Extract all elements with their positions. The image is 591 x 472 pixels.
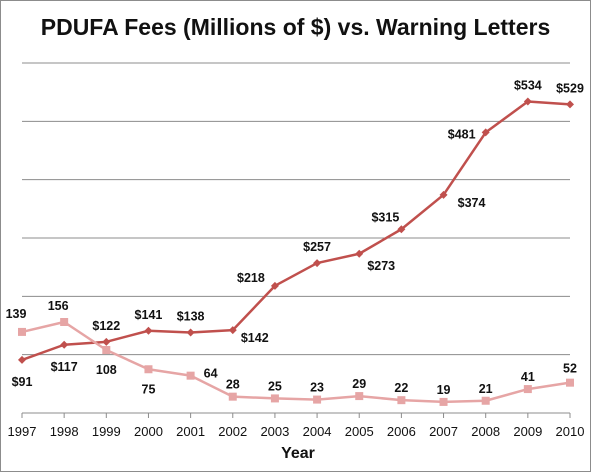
data-label: $374 <box>458 196 486 210</box>
data-label: 64 <box>204 367 218 381</box>
data-label: 29 <box>352 377 366 391</box>
data-point <box>102 346 111 354</box>
x-tick-label: 2003 <box>260 424 289 439</box>
data-point <box>60 340 69 349</box>
gridlines <box>22 62 570 356</box>
x-tick-label: 2010 <box>556 424 585 439</box>
data-label: $481 <box>448 127 476 141</box>
data-point <box>102 337 111 346</box>
data-label: 22 <box>394 381 408 395</box>
data-point <box>313 395 322 404</box>
data-point <box>355 392 364 401</box>
x-axis-title: Year <box>281 445 315 462</box>
data-label: 41 <box>521 370 535 384</box>
data-point <box>313 259 322 268</box>
data-label: $218 <box>237 271 265 285</box>
data-label: $315 <box>371 210 399 224</box>
data-point <box>270 281 279 290</box>
data-label: $257 <box>303 240 331 254</box>
data-point <box>439 190 448 199</box>
data-point <box>481 396 490 405</box>
data-label: 139 <box>6 307 27 321</box>
x-tick-label: 2006 <box>387 424 416 439</box>
x-tick-label: 2004 <box>303 424 332 439</box>
data-point <box>270 394 279 403</box>
data-label: $122 <box>92 319 120 333</box>
data-label: 28 <box>226 378 240 392</box>
data-point <box>228 392 237 401</box>
series-line-1 <box>21 100 571 362</box>
data-point <box>186 371 195 380</box>
data-label: 23 <box>310 381 324 395</box>
data-point <box>523 97 532 106</box>
data-point <box>397 225 406 234</box>
data-point <box>355 249 364 258</box>
x-tick-label: 2001 <box>176 424 205 439</box>
data-point <box>523 385 532 394</box>
data-label: 52 <box>563 362 577 376</box>
data-label: $91 <box>12 375 33 389</box>
data-label: $138 <box>177 310 205 324</box>
data-label: $534 <box>514 79 542 93</box>
data-point <box>60 318 69 326</box>
data-label: 19 <box>437 383 451 397</box>
data-point <box>18 327 26 336</box>
data-label: $142 <box>241 331 269 345</box>
data-point <box>481 128 490 137</box>
data-label: 156 <box>48 299 69 313</box>
x-tick-label: 1997 <box>8 424 37 439</box>
data-label: $529 <box>556 81 584 95</box>
data-label: 108 <box>96 363 117 377</box>
data-point <box>144 365 153 374</box>
data-label: $273 <box>367 259 395 273</box>
data-label: $141 <box>135 308 163 322</box>
data-labels: $91 $117 $122 $141 $138 $142 $218 $257 $273 $315 $… <box>6 79 584 397</box>
series-layer <box>18 97 574 406</box>
data-label: 75 <box>142 382 156 396</box>
data-point <box>228 326 237 335</box>
chart-title: PDUFA Fees (Millions of $) vs. Warning L… <box>40 14 551 40</box>
x-tick-label: 1998 <box>50 424 79 439</box>
data-label: $117 <box>51 360 78 374</box>
data-point <box>439 397 448 406</box>
data-label: 21 <box>479 382 493 396</box>
data-label: 25 <box>268 379 282 393</box>
data-point <box>186 328 195 337</box>
series-line-2 <box>21 320 571 404</box>
x-tick-label: 2000 <box>134 424 163 439</box>
x-tick-label: 2002 <box>218 424 247 439</box>
x-tick-label: 2009 <box>513 424 542 439</box>
x-tick-label: 2005 <box>345 424 374 439</box>
data-point <box>566 100 574 109</box>
x-tick-label: 2007 <box>429 424 458 439</box>
data-point <box>566 378 574 387</box>
x-tick-label: 2008 <box>471 424 500 439</box>
data-point <box>18 355 26 364</box>
x-tick-labels: 1997 1998 1999 2000 2001 2002 2003 2004 2005 2006… <box>8 413 585 439</box>
x-tick-label: 1999 <box>92 424 121 439</box>
data-point <box>144 326 153 335</box>
data-point <box>397 396 406 405</box>
